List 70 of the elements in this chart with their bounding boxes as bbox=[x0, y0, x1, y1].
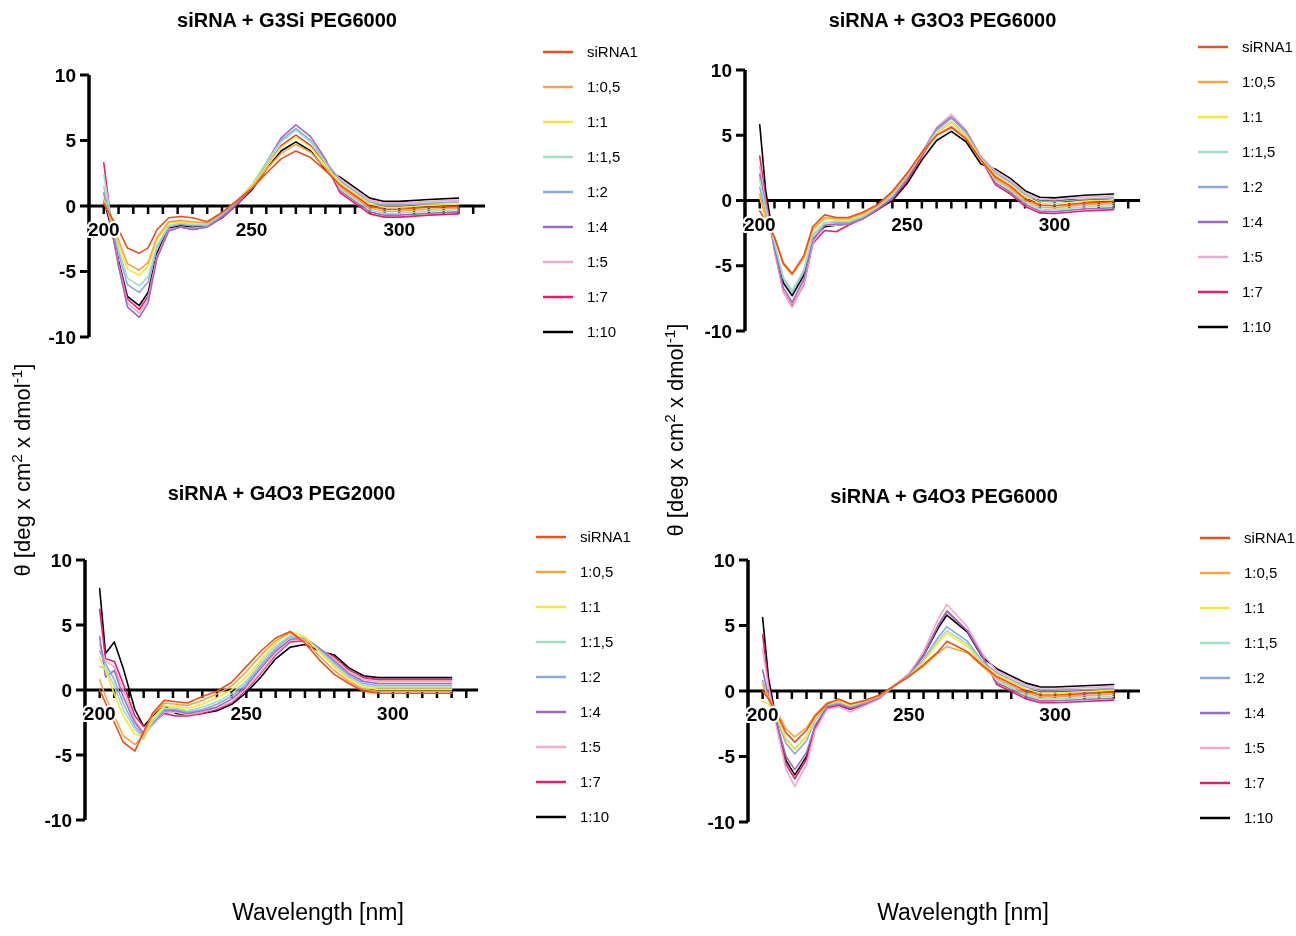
legend-label: 1:2 bbox=[1244, 669, 1265, 687]
legend-label: 1:10 bbox=[1244, 809, 1274, 827]
y-tick-label: -5 bbox=[715, 255, 733, 277]
legend-label: 1:5 bbox=[1244, 739, 1265, 757]
legend-label: 1:0,5 bbox=[1244, 564, 1278, 582]
legend-label: 1:0,5 bbox=[587, 78, 621, 96]
legend-label: 1:1,5 bbox=[1244, 634, 1278, 652]
y-tick-label: 0 bbox=[61, 679, 72, 701]
legend-label: 1:1 bbox=[580, 598, 601, 616]
legend-label: 1:5 bbox=[587, 253, 608, 271]
legend-label: 1:2 bbox=[580, 668, 601, 686]
legend-label: 1:2 bbox=[1242, 178, 1263, 196]
legend-label: 1:5 bbox=[1242, 248, 1263, 266]
y-tick-label: -10 bbox=[48, 326, 76, 348]
chart-title: siRNA + G3Si PEG6000 bbox=[177, 9, 397, 31]
legend-label: siRNA1 bbox=[1242, 38, 1293, 56]
y-tick-label: -10 bbox=[704, 320, 732, 342]
x-tick-label: 300 bbox=[1038, 213, 1071, 235]
legend-label: 1:7 bbox=[1244, 774, 1265, 792]
legend-label: siRNA1 bbox=[580, 528, 631, 546]
legend-label: 1:4 bbox=[587, 218, 608, 236]
legend-label: 1:4 bbox=[1242, 213, 1263, 231]
legend-label: 1:0,5 bbox=[580, 563, 614, 581]
x-tick-label: 300 bbox=[383, 219, 416, 240]
legend-label: 1:2 bbox=[587, 183, 608, 201]
x-tick-label: 300 bbox=[377, 703, 409, 724]
legend-label: 1:7 bbox=[580, 773, 601, 791]
legend-label: 1:10 bbox=[1242, 318, 1272, 336]
legend-label: 1:4 bbox=[580, 703, 601, 721]
legend-label: siRNA1 bbox=[587, 43, 638, 61]
y-tick-label: 5 bbox=[724, 615, 736, 637]
legend-label: 1:7 bbox=[1242, 283, 1263, 301]
chart-title: siRNA + G3O3 PEG6000 bbox=[828, 9, 1057, 31]
legend-label: 1:4 bbox=[1244, 704, 1265, 722]
chart-title: siRNA + G4O3 PEG6000 bbox=[830, 485, 1058, 507]
y-tick-label: -5 bbox=[718, 746, 736, 768]
legend-label: 1:1 bbox=[1244, 599, 1265, 617]
legend-label: siRNA1 bbox=[1244, 529, 1295, 547]
y-tick-label: 5 bbox=[721, 124, 733, 146]
legend-label: 1:10 bbox=[587, 323, 617, 341]
x-tick-label: 300 bbox=[1039, 704, 1072, 725]
y-tick-label: 5 bbox=[65, 130, 77, 152]
legend-label: 1:1 bbox=[587, 113, 608, 131]
y-tick-label: -5 bbox=[55, 744, 73, 766]
legend-label: 1:1 bbox=[1242, 108, 1263, 126]
y-tick-label: 0 bbox=[65, 195, 76, 217]
legend-label: 1:1,5 bbox=[1242, 143, 1276, 161]
y-tick-label: 10 bbox=[710, 59, 732, 81]
chart-title: siRNA + G4O3 PEG2000 bbox=[167, 482, 396, 504]
x-tick-label: 250 bbox=[235, 219, 268, 240]
y-tick-label: 10 bbox=[713, 549, 735, 571]
x-tick-label: 250 bbox=[893, 704, 925, 725]
x-axis-title: Wavelength [nm] bbox=[877, 899, 1049, 925]
x-axis-title: Wavelength [nm] bbox=[232, 899, 404, 925]
y-tick-label: 5 bbox=[61, 614, 73, 636]
legend-label: 1:10 bbox=[580, 808, 610, 826]
x-tick-label: 250 bbox=[891, 213, 923, 235]
y-tick-label: -5 bbox=[59, 261, 77, 283]
y-tick-label: -10 bbox=[44, 809, 72, 831]
legend-label: 1:7 bbox=[587, 288, 608, 306]
legend-label: 1:0,5 bbox=[1242, 73, 1276, 91]
legend-label: 1:1,5 bbox=[580, 633, 614, 651]
y-tick-label: 0 bbox=[724, 680, 735, 702]
y-tick-label: 10 bbox=[50, 549, 72, 571]
legend-label: 1:5 bbox=[580, 738, 601, 756]
y-tick-label: 0 bbox=[721, 190, 732, 212]
legend-label: 1:1,5 bbox=[587, 148, 621, 166]
y-tick-label: 10 bbox=[54, 64, 76, 86]
y-tick-label: -10 bbox=[707, 811, 735, 833]
x-tick-label: 250 bbox=[230, 703, 263, 724]
